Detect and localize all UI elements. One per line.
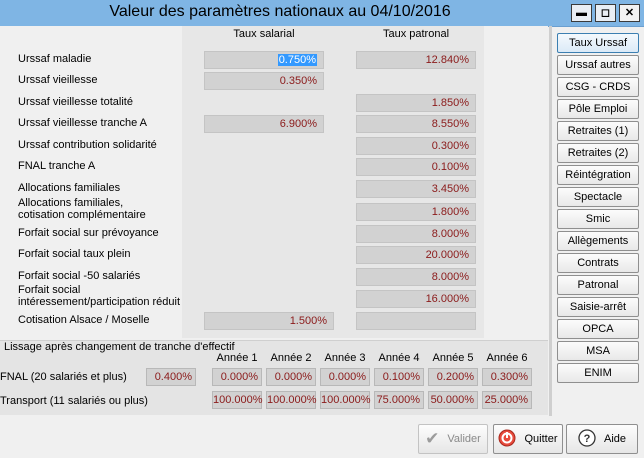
lissage-caption: Lissage après changement de tranche d'ef…: [4, 341, 235, 353]
year-header: Année 5: [432, 352, 474, 364]
col-header-patronal: Taux patronal: [382, 28, 450, 40]
sidebar-button[interactable]: Urssaf autres: [557, 55, 639, 75]
valider-button[interactable]: ✔ Valider: [418, 424, 488, 454]
sidebar-button[interactable]: Retraites (2): [557, 143, 639, 163]
rate-field-patronal[interactable]: 20.000%: [356, 246, 476, 264]
help-icon: ?: [578, 428, 596, 450]
fnal-lissage-field[interactable]: 0.300%: [482, 368, 532, 386]
row-label: Forfait social taux plein: [18, 248, 131, 260]
valider-label: Valider: [447, 433, 481, 445]
rate-field-patronal[interactable]: [356, 312, 476, 330]
row-label: Forfait social intéressement/participati…: [18, 284, 181, 308]
sidebar-button[interactable]: ENIM: [557, 363, 639, 383]
row-label: Cotisation Alsace / Moselle: [18, 314, 150, 326]
close-button[interactable]: ✕: [619, 4, 640, 22]
quitter-label: Quitter: [524, 433, 558, 445]
rate-field-salarial[interactable]: 1.500%: [204, 312, 334, 330]
transport-lissage-label: Transport (11 salariés ou plus): [0, 395, 148, 407]
rate-field-patronal[interactable]: 8.000%: [356, 268, 476, 286]
fnal-lissage-field[interactable]: 0.000%: [266, 368, 316, 386]
row-label: Urssaf vieillesse totalité: [18, 96, 133, 108]
quit-icon: [498, 429, 516, 450]
transport-lissage-field[interactable]: 25.000%: [482, 391, 532, 409]
rate-field-patronal[interactable]: 8.000%: [356, 225, 476, 243]
rate-field-patronal[interactable]: 0.100%: [356, 158, 476, 176]
row-label: Urssaf maladie: [18, 53, 92, 65]
minimize-button[interactable]: ▬: [571, 4, 592, 22]
aide-button[interactable]: ? Aide: [566, 424, 638, 454]
maximize-button[interactable]: ◻: [595, 4, 616, 22]
transport-lissage-field[interactable]: 100.000%: [212, 391, 263, 409]
rate-field-patronal[interactable]: 3.450%: [356, 180, 476, 198]
sidebar-button[interactable]: Saisie-arrêt: [557, 297, 639, 317]
rate-field-salarial[interactable]: 6.900%: [204, 115, 324, 133]
row-label: FNAL tranche A: [18, 160, 96, 172]
transport-lissage-field[interactable]: 50.000%: [428, 391, 478, 409]
year-header: Année 3: [324, 352, 366, 364]
divider: [549, 26, 552, 456]
row-label: Allocations familiales: [18, 182, 121, 194]
sidebar-button[interactable]: Allègements: [557, 231, 639, 251]
fnal-lissage-field[interactable]: 0.100%: [374, 368, 424, 386]
year-header: Année 1: [216, 352, 258, 364]
transport-lissage-field[interactable]: 100.000%: [320, 391, 371, 409]
sidebar-button[interactable]: Smic: [557, 209, 639, 229]
transport-lissage-field[interactable]: 75.000%: [374, 391, 424, 409]
svg-text:?: ?: [584, 433, 591, 445]
sidebar-button[interactable]: Réintégration: [557, 165, 639, 185]
row-label: Forfait social -50 salariés: [18, 270, 141, 282]
sidebar-button[interactable]: Retraites (1): [557, 121, 639, 141]
fnal-lissage-field[interactable]: 0.000%: [320, 368, 370, 386]
year-header: Année 4: [378, 352, 420, 364]
sidebar-button[interactable]: Patronal: [557, 275, 639, 295]
row-label: Allocations familiales, cotisation compl…: [18, 197, 146, 221]
title-bar: Valeur des paramètres nationaux au 04/10…: [0, 0, 644, 27]
rate-field-patronal[interactable]: 0.300%: [356, 137, 476, 155]
fnal-rate-field[interactable]: 0.400%: [146, 368, 196, 386]
rate-field-salarial[interactable]: 0.350%: [204, 72, 324, 90]
rate-field-patronal[interactable]: 12.840%: [356, 51, 476, 69]
sidebar-button[interactable]: Taux Urssaf: [557, 33, 639, 53]
rate-field-patronal[interactable]: 1.850%: [356, 94, 476, 112]
aide-label: Aide: [603, 433, 627, 445]
check-icon: ✔: [425, 429, 440, 448]
rate-field-patronal[interactable]: 8.550%: [356, 115, 476, 133]
row-label: Urssaf vieillesse: [18, 74, 98, 86]
fnal-lissage-field[interactable]: 0.000%: [212, 368, 262, 386]
transport-lissage-field[interactable]: 100.000%: [266, 391, 317, 409]
rate-field-patronal[interactable]: 16.000%: [356, 290, 476, 308]
fnal-lissage-field[interactable]: 0.200%: [428, 368, 478, 386]
quitter-button[interactable]: Quitter: [493, 424, 563, 454]
fnal-lissage-label: FNAL (20 salariés et plus): [0, 371, 127, 383]
row-label: Forfait social sur prévoyance: [18, 227, 159, 239]
year-header: Année 2: [270, 352, 312, 364]
year-header: Année 6: [486, 352, 528, 364]
row-label: Urssaf contribution solidarité: [18, 139, 157, 151]
sidebar-button[interactable]: OPCA: [557, 319, 639, 339]
rate-field-patronal[interactable]: 1.800%: [356, 203, 476, 221]
rate-field-salarial[interactable]: 0.750%: [204, 51, 324, 69]
sidebar-button[interactable]: Spectacle: [557, 187, 639, 207]
sidebar-button[interactable]: Pôle Emploi: [557, 99, 639, 119]
lissage-panel: Lissage après changement de tranche d'ef…: [0, 340, 548, 415]
col-header-salarial: Taux salarial: [233, 28, 295, 40]
sidebar-button[interactable]: Contrats: [557, 253, 639, 273]
selected-text: 0.750%: [277, 54, 317, 66]
row-label: Urssaf vieillesse tranche A: [18, 117, 147, 129]
window-title: Valeur des paramètres nationaux au 04/10…: [109, 3, 451, 20]
sidebar-button[interactable]: MSA: [557, 341, 639, 361]
sidebar-button[interactable]: CSG - CRDS: [557, 77, 639, 97]
